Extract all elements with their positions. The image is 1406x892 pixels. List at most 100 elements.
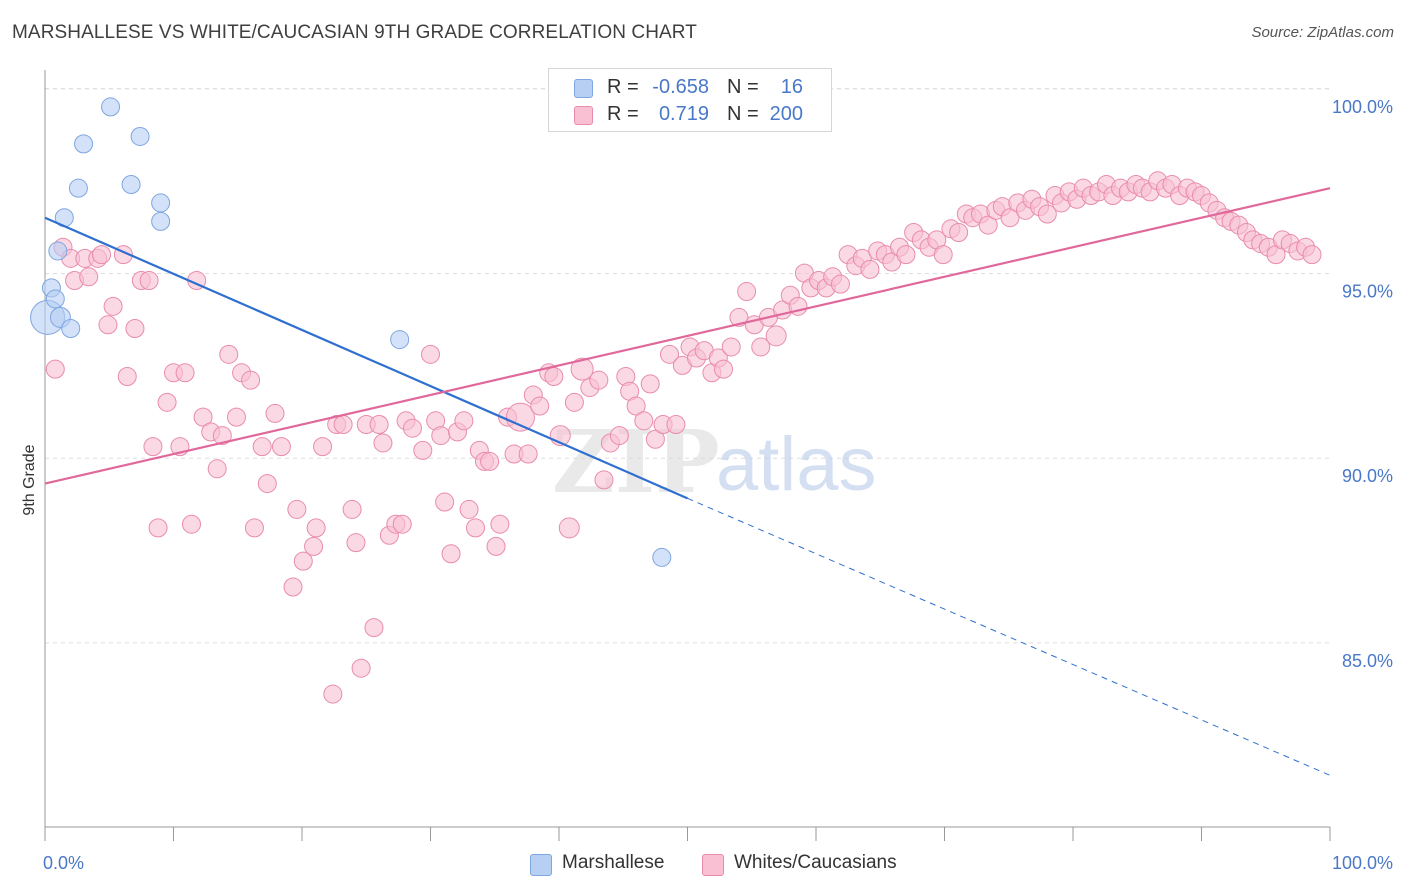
legend-row-marshallese: R = -0.658 N = 16: [549, 74, 831, 100]
r-label: R =: [607, 103, 639, 125]
whites-point: [896, 245, 916, 265]
source-credit: Source: ZipAtlas.com: [1251, 24, 1394, 41]
whites-point: [459, 499, 479, 519]
whites-point: [609, 426, 629, 446]
marshallese-point: [390, 330, 410, 350]
marshallese-point: [48, 241, 68, 261]
whites-point: [392, 514, 412, 534]
y-tick-label: 100.0%: [1332, 97, 1393, 117]
whites-point: [454, 411, 474, 431]
marshallese-point: [68, 178, 88, 198]
x-tick-label: 0.0%: [43, 853, 84, 873]
whites-point: [570, 357, 594, 381]
whites-point: [369, 414, 389, 434]
whites-point: [313, 437, 333, 457]
whites-trend-line: [44, 187, 1331, 485]
whites-point: [431, 426, 451, 446]
y-tick-label: 90.0%: [1342, 466, 1393, 486]
marshallese-point: [151, 193, 171, 213]
n-label: N =: [727, 76, 759, 98]
whites-point: [351, 658, 371, 678]
whites-point: [666, 414, 686, 434]
whites-point: [544, 366, 564, 386]
marshallese-swatch: [574, 79, 593, 98]
whites-point: [244, 518, 264, 538]
whites-point: [413, 440, 433, 460]
marshallese-point: [101, 97, 121, 117]
whites-point: [139, 270, 159, 290]
whites-point: [98, 315, 118, 335]
whites-point: [117, 366, 137, 386]
whites-point: [505, 402, 535, 432]
whites-point: [283, 577, 303, 597]
whites-point: [626, 396, 646, 416]
marshallese-point: [130, 126, 150, 146]
marshallese-trend-line: [44, 216, 688, 500]
n-label: N =: [727, 103, 759, 125]
watermark-atlas: atlas: [716, 422, 877, 507]
whites-point: [530, 396, 550, 416]
whites-point: [226, 407, 246, 427]
whites-point: [304, 536, 324, 556]
whites-point: [634, 411, 654, 431]
r-value: -0.658: [652, 76, 709, 98]
whites-point: [143, 437, 163, 457]
y-axis-label-wrap: 9th Grade: [18, 380, 42, 580]
y-tick-label: 95.0%: [1342, 282, 1393, 302]
whites-point: [949, 222, 969, 242]
whites-point: [342, 499, 362, 519]
whites-point: [1037, 204, 1057, 224]
marshallese-swatch: [530, 854, 552, 876]
marshallese-point: [74, 134, 94, 154]
whites-point: [148, 518, 168, 538]
r-label: R =: [607, 76, 639, 98]
whites-swatch: [702, 854, 724, 876]
whites-point: [589, 370, 609, 390]
whites-point: [175, 363, 195, 383]
whites-point: [441, 544, 461, 564]
whites-point: [103, 296, 123, 316]
whites-point: [271, 437, 291, 457]
whites-point: [92, 245, 112, 265]
whites-swatch: [574, 106, 593, 125]
r-value: 0.719: [658, 103, 709, 125]
marshallese-trend-extension: [687, 497, 1331, 776]
whites-point: [737, 282, 757, 302]
y-tick-label: 85.0%: [1342, 651, 1393, 671]
whites-point: [1302, 245, 1322, 265]
whites-point: [640, 374, 660, 394]
whites-point: [265, 403, 285, 423]
whites-point: [252, 437, 272, 457]
chart-title: MARSHALLESE VS WHITE/CAUCASIAN 9TH GRADE…: [12, 22, 697, 43]
whites-point: [933, 245, 953, 265]
x-tick-label: 100.0%: [1332, 853, 1393, 873]
marshallese-point: [45, 289, 65, 309]
whites-point: [978, 215, 998, 235]
whites-point: [212, 426, 232, 446]
marshallese-point: [652, 547, 672, 567]
whites-point: [306, 518, 326, 538]
whites-point: [373, 433, 393, 453]
whites-point: [558, 517, 580, 539]
marshallese-point: [151, 211, 171, 231]
whites-point: [79, 267, 99, 287]
whites-point: [207, 459, 227, 479]
whites-point: [257, 474, 277, 494]
whites-point: [157, 392, 177, 412]
legend-row-whites: R = 0.719 N = 200: [549, 101, 831, 127]
whites-point: [486, 536, 506, 556]
whites-point: [125, 318, 145, 338]
whites-point: [241, 370, 261, 390]
n-value: 16: [780, 76, 803, 98]
whites-point: [660, 344, 680, 364]
whites-point: [346, 533, 366, 553]
legend-label: Whites/Caucasians: [734, 852, 897, 873]
whites-point: [219, 344, 239, 364]
whites-point: [364, 618, 384, 638]
stats-legend: R = -0.658 N = 16 R = 0.719 N = 200: [548, 68, 832, 132]
whites-point: [564, 392, 584, 412]
whites-point: [830, 274, 850, 294]
whites-point: [403, 418, 423, 438]
whites-point: [421, 344, 440, 364]
